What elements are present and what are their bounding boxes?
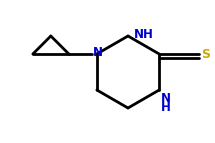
- Text: S: S: [201, 48, 210, 61]
- Text: H: H: [161, 101, 171, 114]
- Text: NH: NH: [134, 28, 154, 41]
- Text: N: N: [93, 46, 103, 59]
- Text: N: N: [161, 92, 171, 105]
